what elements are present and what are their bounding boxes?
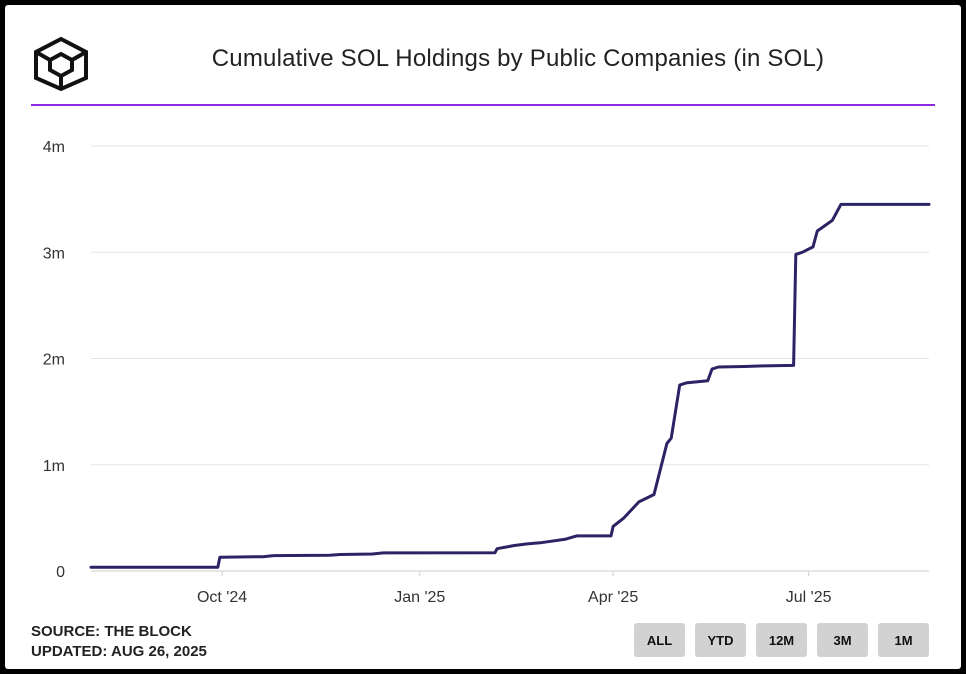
range-button-1m[interactable]: 1M: [878, 623, 929, 657]
x-tick-label: Apr '25: [588, 589, 638, 605]
y-tick-label: 4m: [43, 139, 65, 156]
x-tick-label: Jul '25: [786, 589, 832, 605]
x-axis-ticks: Oct '24 Jan '25 Apr '25 Jul '25: [197, 571, 832, 605]
y-tick-label: 0: [56, 564, 65, 581]
y-tick-label: 3m: [43, 245, 65, 262]
footer-source: SOURCE: THE BLOCK UPDATED: AUG 26, 2025: [31, 622, 207, 662]
the-block-logo-icon: [34, 36, 88, 92]
range-buttons: ALL YTD 12M 3M 1M: [634, 623, 929, 657]
y-axis-ticks: 0 1m 2m 3m 4m: [43, 139, 65, 581]
chart-card: Cumulative SOL Holdings by Public Compan…: [5, 5, 961, 669]
updated-text: UPDATED: AUG 26, 2025: [31, 643, 207, 660]
x-tick-label: Jan '25: [394, 589, 445, 605]
y-tick-label: 2m: [43, 352, 65, 369]
source-text: SOURCE: THE BLOCK: [31, 623, 192, 640]
range-button-ytd[interactable]: YTD: [695, 623, 746, 657]
line-chart: 0 1m 2m 3m 4m Oct '24 Jan '25 Apr '25 Jul '25: [43, 139, 931, 605]
series-line-0: [89, 202, 931, 569]
x-tick-label: Oct '24: [197, 589, 247, 605]
range-button-3m[interactable]: 3M: [817, 623, 868, 657]
grid-lines: [91, 145, 929, 572]
series-layer: [89, 202, 931, 569]
chart-title: Cumulative SOL Holdings by Public Compan…: [211, 45, 825, 72]
range-button-12m[interactable]: 12M: [756, 623, 807, 657]
title-divider: [31, 104, 935, 106]
y-tick-label: 1m: [43, 458, 65, 475]
range-button-all[interactable]: ALL: [634, 623, 685, 657]
